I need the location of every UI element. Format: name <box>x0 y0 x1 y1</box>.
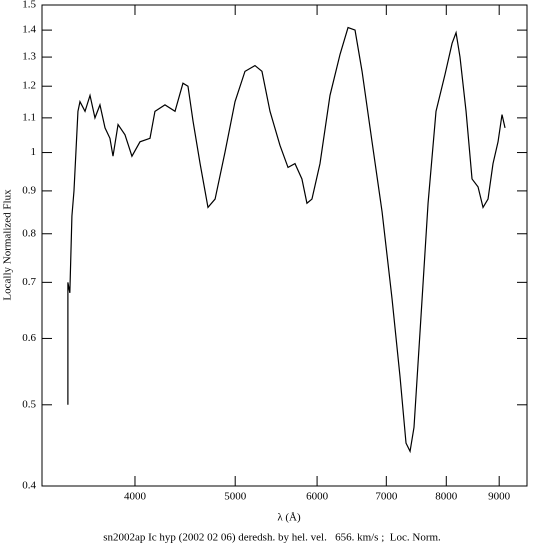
plot-frame <box>41 4 528 487</box>
y-tick-label: 1.2 <box>22 80 36 92</box>
x-tick-label: 8000 <box>435 491 458 503</box>
x-tick-label: 9000 <box>488 491 511 503</box>
x-tick-label: 5000 <box>224 491 247 503</box>
y-tick-label: 0.6 <box>22 332 36 344</box>
y-tick-label: 1 <box>31 146 37 158</box>
y-tick-label: 1.5 <box>22 0 36 11</box>
x-tick-label: 7000 <box>375 491 398 503</box>
y-tick-label: 0.4 <box>22 480 36 492</box>
y-axis-label: Locally Normalized Flux <box>2 189 14 301</box>
y-tick-label: 0.9 <box>22 184 36 196</box>
x-tick-label: 6000 <box>306 491 329 503</box>
x-axis-label: λ (Å) <box>277 512 301 524</box>
x-tick-label: 4000 <box>124 491 147 503</box>
y-tick-label: 0.5 <box>22 398 36 410</box>
y-tick-label: 1.4 <box>22 24 36 36</box>
y-tick-label: 0.8 <box>22 227 36 239</box>
y-tick-label: 0.7 <box>22 276 36 288</box>
spectrum-line <box>67 26 506 454</box>
caption: sn2002ap Ic hyp (2002 02 06) deredsh. by… <box>103 532 441 544</box>
y-tick-label: 1.3 <box>22 51 36 63</box>
y-tick-label: 1.1 <box>22 111 36 123</box>
